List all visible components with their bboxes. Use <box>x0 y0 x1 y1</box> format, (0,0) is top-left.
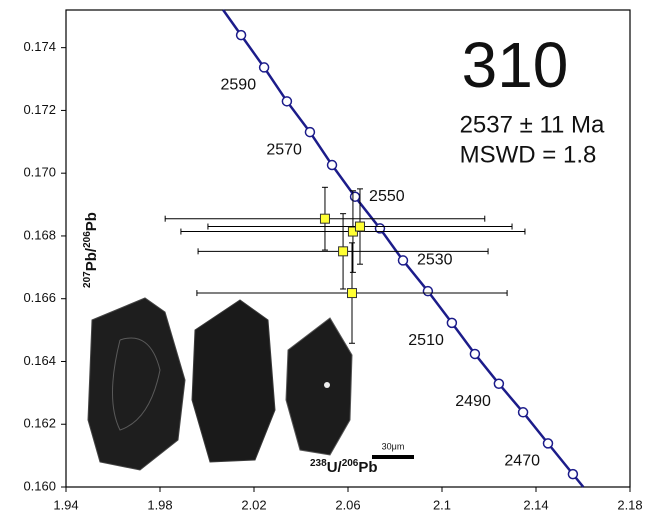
y-tick-label: 0.162 <box>23 416 56 431</box>
age-marker <box>446 317 458 329</box>
age-label: 2590 <box>221 77 257 94</box>
x-tick-label: 2.1 <box>433 497 451 512</box>
zircon-spot <box>324 382 330 388</box>
y-label-part: Pb/ <box>83 247 100 271</box>
age-marker <box>567 468 579 480</box>
age-marker <box>349 191 361 202</box>
zircon-1 <box>87 297 186 471</box>
zircon-3 <box>285 317 353 456</box>
x-axis-label: 238U/206Pb <box>310 458 378 476</box>
age-label: 2530 <box>417 252 453 269</box>
x-label-part: 206 <box>342 458 359 469</box>
age-label: 2470 <box>504 453 540 470</box>
age-marker <box>469 348 481 360</box>
age-marker <box>281 96 293 107</box>
age-marker <box>235 29 247 41</box>
x-tick-label: 2.18 <box>617 497 642 512</box>
age-label: 2550 <box>369 188 405 205</box>
x-label-part: U/ <box>327 459 343 476</box>
x-label-part: Pb <box>358 459 377 476</box>
data-point <box>354 221 365 232</box>
y-tick-label: 0.170 <box>23 165 56 180</box>
data-point <box>319 213 330 224</box>
y-tick-label: 0.160 <box>23 478 56 493</box>
age-marker <box>542 438 554 449</box>
annotation: 2537 ± 11 Ma <box>460 111 605 138</box>
x-label-part: 238 <box>310 458 327 469</box>
scale-bar-label: 30μm <box>382 441 405 451</box>
zircon-zoning <box>112 337 161 431</box>
age-marker <box>517 407 529 418</box>
x-tick-label: 1.94 <box>53 497 78 512</box>
y-axis-label: 207Pb/206Pb <box>82 212 100 288</box>
age-marker <box>258 62 270 73</box>
age-label: 2510 <box>408 332 444 349</box>
chart-title: 310 <box>462 29 569 101</box>
zircon-images: 30μm <box>87 297 414 471</box>
y-tick-label: 0.172 <box>23 102 56 117</box>
y-label-part: 207 <box>82 271 93 288</box>
zircon-2 <box>191 299 276 463</box>
age-marker <box>397 255 409 266</box>
y-label-part: 206 <box>82 231 93 248</box>
data-point <box>338 246 349 257</box>
y-tick-label: 0.166 <box>23 290 56 305</box>
data-point <box>346 288 357 299</box>
age-marker <box>326 159 338 171</box>
y-tick-label: 0.168 <box>23 227 56 242</box>
x-tick-label: 2.02 <box>241 497 266 512</box>
age-label: 2570 <box>266 141 302 158</box>
plot-frame <box>65 9 631 488</box>
age-marker <box>422 285 434 297</box>
age-marker <box>493 378 505 390</box>
y-tick-label: 0.164 <box>23 353 56 368</box>
x-tick-label: 2.06 <box>335 497 360 512</box>
y-label-part: Pb <box>83 212 100 231</box>
age-label: 2490 <box>455 393 491 410</box>
y-tick-label: 0.174 <box>23 39 56 54</box>
x-tick-label: 1.98 <box>147 497 172 512</box>
data-point <box>347 226 358 237</box>
annotation: MSWD = 1.8 <box>460 141 597 168</box>
age-marker <box>304 126 316 138</box>
x-tick-label: 2.14 <box>523 497 548 512</box>
